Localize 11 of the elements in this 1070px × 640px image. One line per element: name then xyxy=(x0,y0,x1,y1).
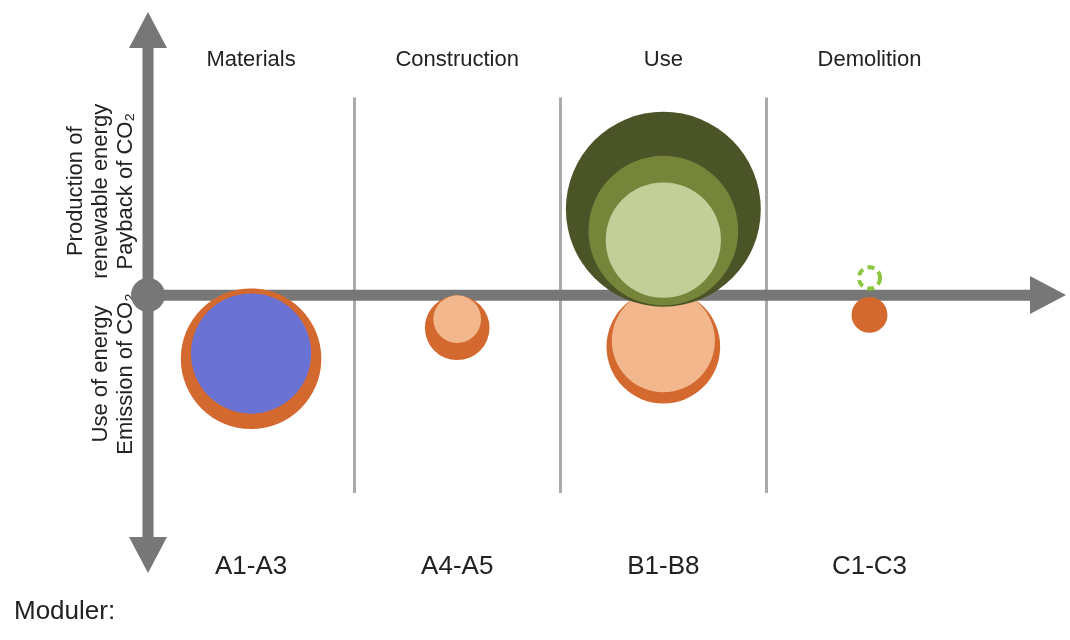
x-tick-label: A4-A5 xyxy=(421,549,494,580)
text: Construction xyxy=(395,46,519,72)
x-axis-title: Moduler: xyxy=(14,595,116,626)
text: Demolition xyxy=(817,46,922,72)
x-tick-label: B1-B8 xyxy=(627,549,700,580)
x-tick-label: A1-A3 xyxy=(214,549,288,580)
text: Use of energy Emission of CO₂ xyxy=(87,293,138,455)
text: Use xyxy=(643,46,683,72)
x-tick-label: C1-C3 xyxy=(831,549,908,580)
text: Production of renewable energy Payback of CO₂ xyxy=(62,103,138,279)
text: Materials xyxy=(206,46,296,72)
